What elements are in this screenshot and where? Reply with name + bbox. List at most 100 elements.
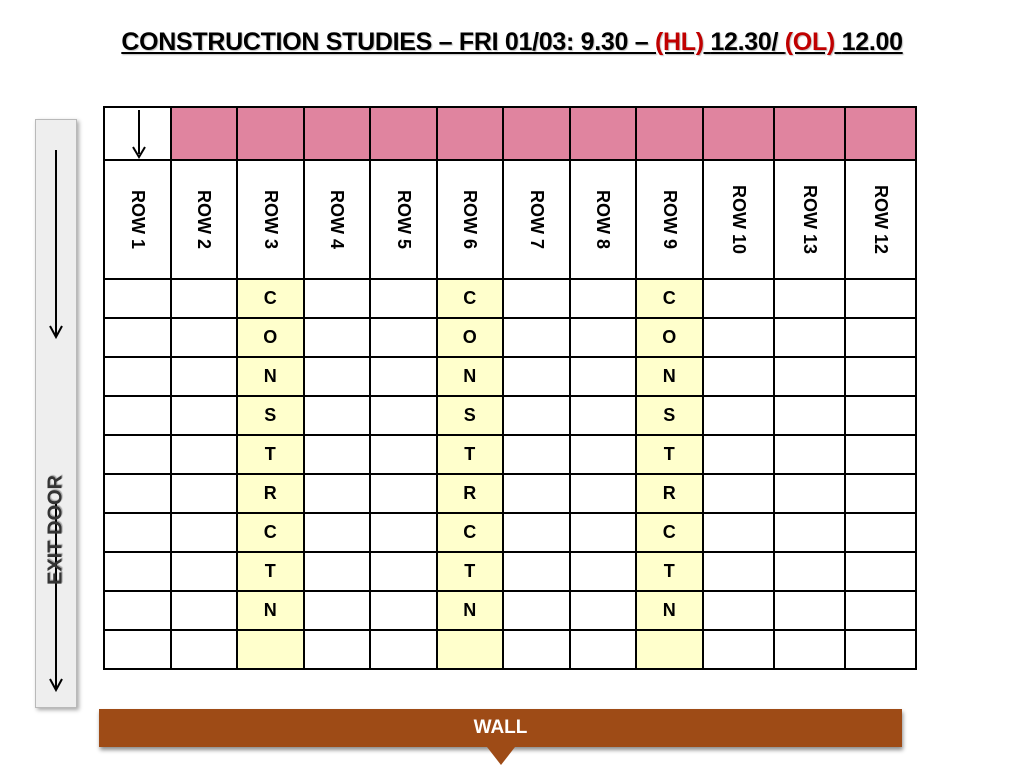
header-cell — [843, 106, 917, 161]
seat-cell — [103, 434, 172, 475]
seat-cell — [701, 590, 775, 631]
seat-cell — [369, 629, 438, 670]
seat-cell — [568, 395, 637, 436]
row-label-cell: ROW 8 — [568, 159, 637, 280]
row-label-cell: ROW 12 — [843, 159, 917, 280]
row-label: ROW 4 — [327, 189, 348, 250]
seat-cell — [568, 629, 637, 670]
seat-cell — [502, 356, 571, 397]
header-cell — [302, 106, 371, 161]
seat-cell: C — [635, 512, 704, 553]
title-hl: (HL) — [655, 28, 711, 56]
seat-cell — [169, 512, 238, 553]
seat-cell — [701, 395, 775, 436]
exit-door: EXIT DOOR — [35, 119, 77, 708]
row-label: ROW 7 — [526, 189, 547, 250]
arrow-down-icon — [49, 150, 63, 340]
seat-cell: T — [236, 551, 305, 592]
title-part-1: CONSTRUCTION STUDIES – FRI 01/03: 9.30 – — [121, 28, 655, 56]
seat-cell: C — [435, 278, 504, 319]
seat-cell — [568, 278, 637, 319]
seat-cell: N — [635, 590, 704, 631]
title-part-2: 12.30/ — [710, 28, 785, 56]
seat-cell — [502, 512, 571, 553]
seat-cell: N — [236, 356, 305, 397]
seat-cell — [635, 629, 704, 670]
row-label-cell: ROW 4 — [302, 159, 371, 280]
seat-cell — [568, 473, 637, 514]
seat-cell — [103, 278, 172, 319]
seat-cell — [568, 356, 637, 397]
arrow-down-icon — [49, 503, 63, 693]
seat-cell: S — [635, 395, 704, 436]
seat-cell: T — [236, 434, 305, 475]
seat-cell: S — [435, 395, 504, 436]
seat-cell — [369, 278, 438, 319]
seat-cell — [843, 551, 917, 592]
row-label-cell: ROW 1 — [103, 159, 172, 280]
row-label: ROW 2 — [194, 189, 215, 250]
page-title: CONSTRUCTION STUDIES – FRI 01/03: 9.30 –… — [0, 28, 1024, 57]
seat-cell: R — [236, 473, 305, 514]
wall-label: WALL — [473, 717, 528, 738]
seat-cell — [701, 317, 775, 358]
seat-cell — [369, 590, 438, 631]
seat-cell: T — [435, 551, 504, 592]
seat-cell: R — [635, 473, 704, 514]
seat-cell — [568, 590, 637, 631]
seat-cell — [169, 317, 238, 358]
seat-cell — [302, 590, 371, 631]
seat-cell — [701, 473, 775, 514]
seat-cell — [843, 590, 917, 631]
arrow-down-icon — [132, 110, 146, 159]
row-label: ROW 13 — [799, 184, 820, 255]
seat-cell — [843, 434, 917, 475]
seat-cell — [502, 551, 571, 592]
seat-cell — [502, 278, 571, 319]
row-label: ROW 6 — [460, 189, 481, 250]
seat-cell — [502, 395, 571, 436]
wall: WALL — [99, 709, 902, 747]
header-cell — [103, 106, 172, 161]
header-cell — [772, 106, 846, 161]
seat-cell — [701, 356, 775, 397]
seat-cell — [701, 278, 775, 319]
wall-pointer-icon — [487, 747, 515, 765]
seat-cell — [772, 395, 846, 436]
seat-cell — [103, 395, 172, 436]
seat-cell — [169, 473, 238, 514]
seat-cell — [169, 629, 238, 670]
seat-cell — [236, 629, 305, 670]
seat-cell: T — [635, 434, 704, 475]
seat-cell — [843, 395, 917, 436]
seat-cell — [302, 317, 371, 358]
seating-grid: ROW 1 ROW 2 ROW 3 ROW 4 ROW 5 ROW 6 ROW 7 ROW 8… — [103, 106, 917, 670]
seat-cell — [502, 434, 571, 475]
seat-cell — [568, 551, 637, 592]
seat-cell — [302, 512, 371, 553]
seat-cell — [302, 551, 371, 592]
seat-cell — [103, 317, 172, 358]
seat-cell — [502, 629, 571, 670]
seat-cell — [103, 473, 172, 514]
seat-cell — [701, 551, 775, 592]
seat-cell — [169, 395, 238, 436]
seat-cell — [568, 512, 637, 553]
header-cell — [369, 106, 438, 161]
seat-cell — [843, 278, 917, 319]
header-cell — [169, 106, 238, 161]
seat-cell — [843, 356, 917, 397]
row-label-cell: ROW 5 — [369, 159, 438, 280]
row-label: ROW 1 — [127, 189, 148, 250]
seat-cell — [103, 512, 172, 553]
seat-cell: O — [635, 317, 704, 358]
seat-cell: O — [236, 317, 305, 358]
seat-cell: N — [435, 356, 504, 397]
row-label-cell: ROW 6 — [435, 159, 504, 280]
